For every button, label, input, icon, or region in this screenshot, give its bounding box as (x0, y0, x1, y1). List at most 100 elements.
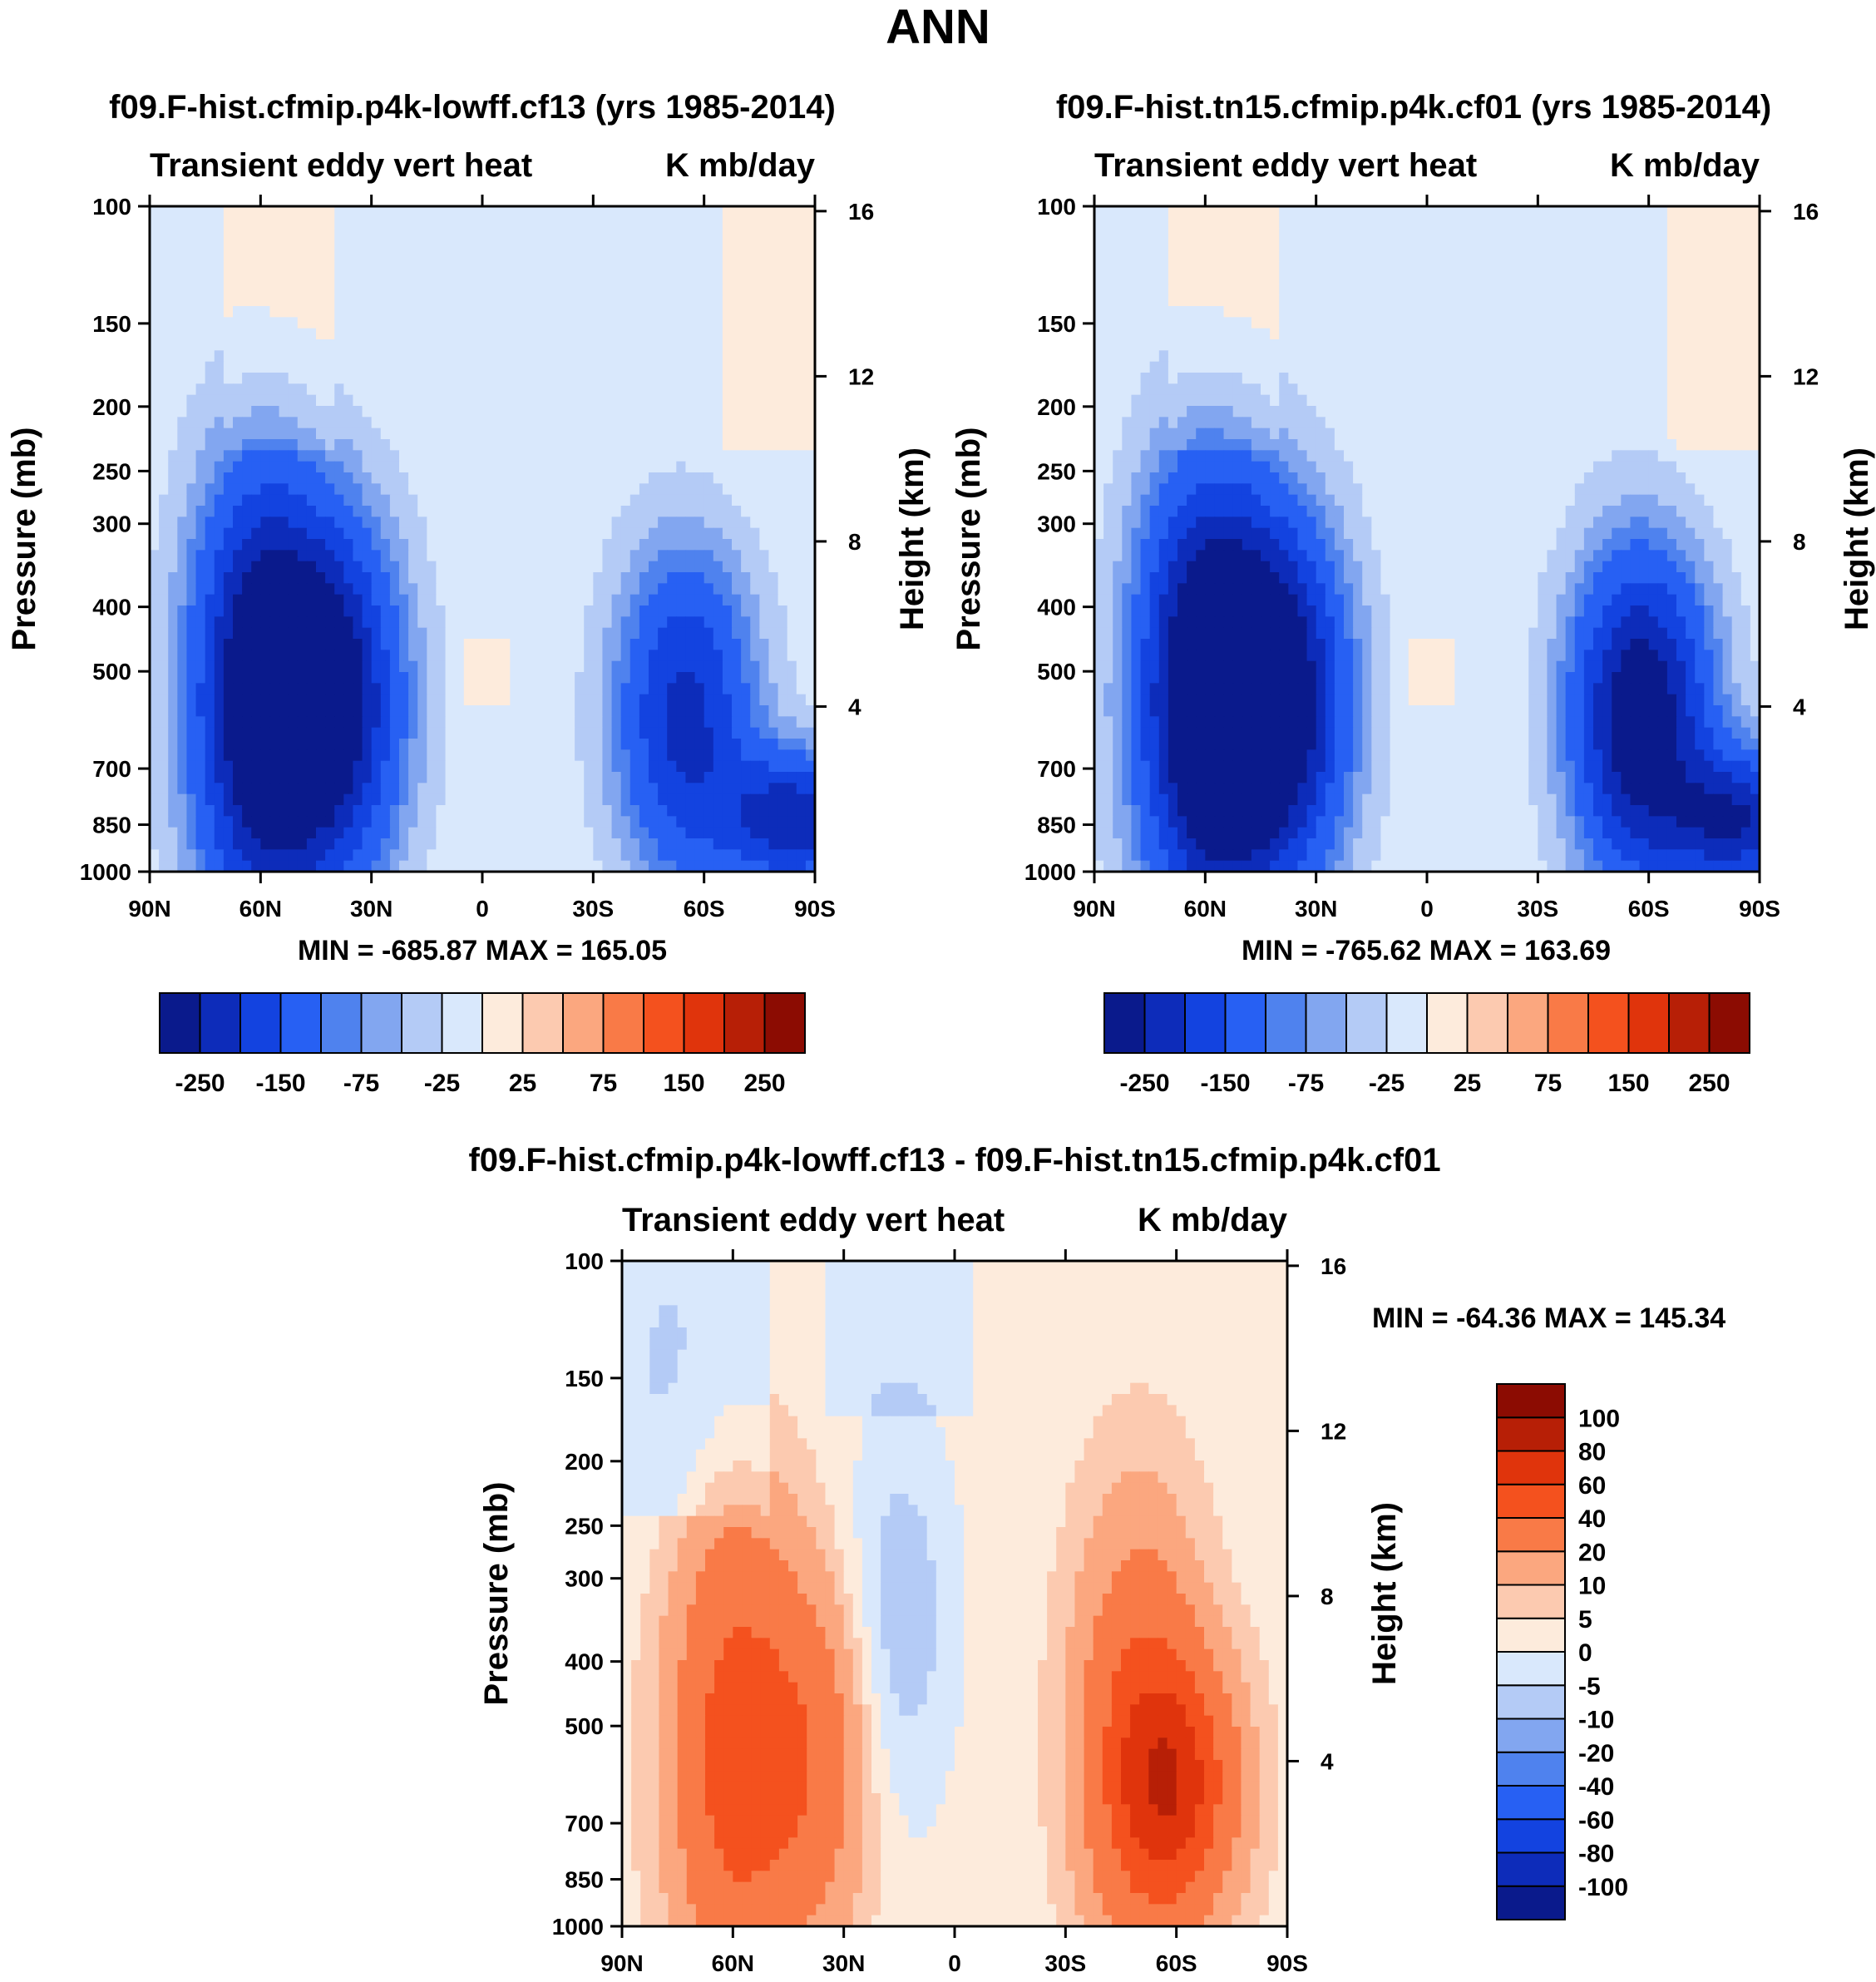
field-cell (1602, 273, 1612, 284)
field-cell (380, 461, 391, 473)
field-cell (288, 827, 299, 839)
field-cell (629, 240, 640, 251)
field-cell (417, 306, 427, 318)
field-cell (436, 683, 447, 695)
field-cell (186, 439, 197, 451)
field-cell (233, 250, 243, 263)
field-cell (195, 583, 206, 596)
field-cell (1297, 228, 1308, 240)
field-cell (186, 760, 197, 773)
field-cell (787, 461, 797, 473)
field-cell (528, 838, 539, 850)
field-cell (334, 373, 344, 384)
field-cell (1270, 217, 1280, 230)
field-cell (427, 739, 437, 750)
field-cell (629, 605, 640, 617)
field-cell (436, 860, 447, 872)
field-cell (759, 439, 770, 451)
field-cell (649, 417, 659, 429)
field-cell (805, 805, 816, 817)
field-cell (482, 494, 492, 507)
field-cell (1556, 284, 1567, 296)
field-cell (362, 594, 373, 606)
field-cell (417, 583, 427, 596)
field-cell (223, 727, 234, 739)
field-cell (584, 494, 594, 507)
field-cell (732, 683, 742, 695)
field-cell (704, 273, 714, 284)
field-cell (1630, 273, 1641, 284)
field-cell (629, 627, 640, 640)
field-cell (1454, 250, 1465, 263)
field-cell (658, 572, 668, 584)
field-cell (1427, 217, 1437, 230)
field-cell (353, 683, 363, 695)
field-cell (186, 461, 197, 473)
field-cell (380, 383, 391, 396)
field-cell (639, 739, 649, 750)
field-cell (685, 428, 696, 440)
field-cell (362, 749, 373, 762)
field-cell (575, 627, 585, 640)
field-cell (334, 539, 344, 551)
field-cell (186, 783, 197, 795)
field-cell (639, 261, 649, 274)
field-cell (510, 373, 521, 384)
field-cell (759, 294, 770, 307)
field-cell (555, 760, 566, 773)
field-cell (362, 760, 373, 773)
field-cell (602, 650, 613, 662)
field-cell (805, 284, 816, 296)
field-cell (242, 250, 252, 263)
field-cell (750, 472, 760, 484)
field-cell (629, 294, 640, 307)
field-cell (732, 749, 742, 762)
y-tick-label: 700 (92, 756, 131, 782)
field-cell (732, 306, 742, 318)
field-cell (649, 772, 659, 783)
field-cell (1639, 206, 1650, 218)
field-cell (805, 461, 816, 473)
field-cell (759, 627, 770, 640)
field-cell (306, 406, 317, 418)
field-cell (177, 273, 188, 284)
field-cell (555, 428, 566, 440)
field-cell (454, 716, 465, 729)
field-cell (408, 517, 418, 529)
field-cell (1279, 217, 1289, 230)
field-cell (1158, 284, 1169, 296)
field-cell (639, 317, 649, 329)
field-cell (177, 550, 188, 562)
field-cell (593, 339, 604, 351)
field-cell (269, 406, 280, 418)
field-cell (288, 250, 299, 263)
field-cell (593, 261, 604, 274)
field-cell (306, 760, 317, 773)
field-cell (1666, 250, 1677, 263)
field-cell (676, 860, 687, 872)
field-cell (519, 217, 530, 230)
field-cell (427, 361, 437, 373)
field-cell (399, 605, 409, 617)
field-cell (694, 650, 705, 662)
field-cell (1639, 273, 1650, 284)
field-cell (427, 527, 437, 540)
field-cell (750, 594, 760, 606)
field-cell (454, 683, 465, 695)
field-cell (519, 273, 530, 284)
height-tick-label: 16 (848, 199, 874, 225)
field-cell (325, 461, 335, 473)
field-cell (510, 694, 521, 706)
field-cell (629, 527, 640, 540)
field-cell (1695, 273, 1705, 284)
field-cell (713, 749, 723, 762)
field-cell (325, 527, 335, 540)
field-cell (343, 294, 354, 307)
field-cell (427, 517, 437, 529)
field-cell (436, 417, 447, 429)
field-cell (1722, 273, 1733, 284)
field-cell (759, 683, 770, 695)
field-cell (362, 461, 373, 473)
field-cell (1177, 273, 1187, 284)
field-cell (1538, 261, 1548, 274)
